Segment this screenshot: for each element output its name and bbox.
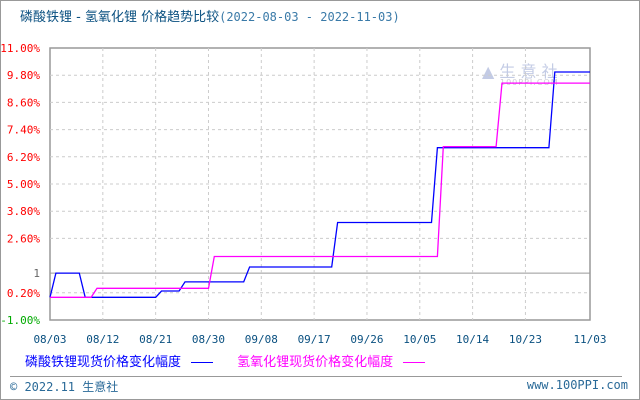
legend-swatch (403, 362, 426, 363)
x-tick-label: 10/05 (403, 333, 436, 346)
x-tick-label: 08/30 (192, 333, 225, 346)
x-tick-label: 09/17 (298, 333, 331, 346)
x-tick-label: 10/23 (509, 333, 542, 346)
x-tick-label: 08/03 (33, 333, 66, 346)
x-tick-label: 09/08 (245, 333, 278, 346)
y-tick-label: 3.80% (7, 205, 40, 218)
x-tick-label: 08/12 (86, 333, 119, 346)
title-range: (2022-08-03 - 2022-11-03) (219, 10, 400, 24)
copyright: © 2022.11 生意社 (10, 380, 119, 394)
y-tick-label: 1 (33, 267, 40, 280)
legend-swatch (191, 362, 214, 363)
legend: 磷酸铁锂现货价格变化幅度 氢氧化锂现货价格变化幅度 (25, 351, 445, 370)
x-tick-label: 11/03 (573, 333, 606, 346)
x-tick-label: 09/26 (350, 333, 383, 346)
y-tick-label: 7.40% (7, 124, 40, 137)
legend-item-lfp: 磷酸铁锂现货价格变化幅度 (25, 355, 214, 370)
footer-divider (10, 376, 622, 377)
y-tick-label: 8.60% (7, 96, 40, 109)
y-tick-label: -1.00% (0, 314, 40, 327)
series-line-2 (50, 82, 590, 298)
x-tick-label: 10/14 (456, 333, 489, 346)
legend-label: 磷酸铁锂现货价格变化幅度 (25, 355, 182, 370)
y-tick-label: 9.80% (7, 69, 40, 82)
site-link[interactable]: www.100PPI.com (526, 378, 628, 392)
x-tick-label: 08/21 (139, 333, 172, 346)
y-tick-label: 0.20% (7, 287, 40, 300)
legend-label: 氢氧化锂现货价格变化幅度 (237, 355, 394, 370)
y-tick-label: 5.00% (7, 178, 40, 191)
series-line-1 (49, 71, 590, 298)
title-main: 磷酸铁锂 - 氢氧化锂 价格趋势比较 (20, 10, 220, 25)
chart-title: 磷酸铁锂 - 氢氧化锂 价格趋势比较(2022-08-03 - 2022-11-… (20, 6, 400, 25)
y-tick-label: 11.00% (0, 42, 40, 55)
y-tick-label: 2.60% (7, 232, 40, 245)
y-tick-label: 6.20% (7, 151, 40, 164)
legend-item-lioh: 氢氧化锂现货价格变化幅度 (237, 355, 426, 370)
